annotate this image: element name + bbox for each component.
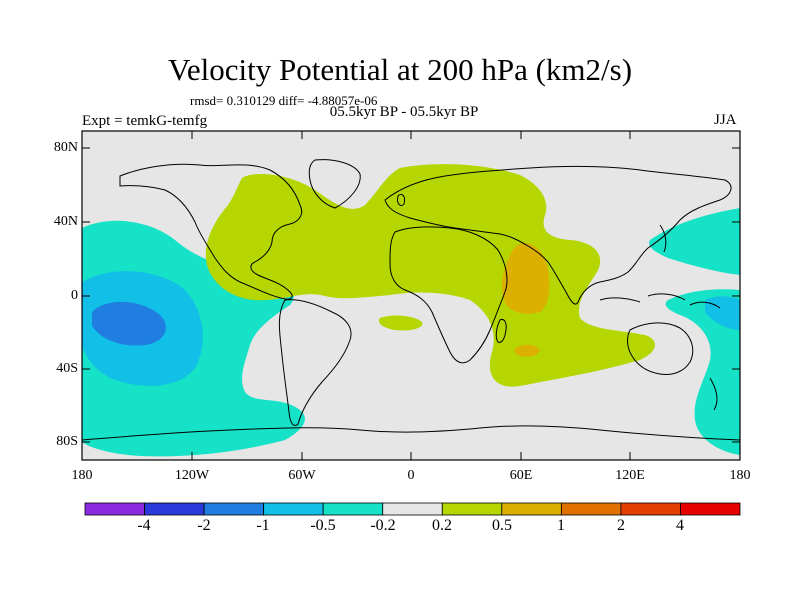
coastline-eurasia bbox=[384, 165, 732, 305]
west-pacific-negative-south bbox=[665, 289, 740, 455]
coastline-australia bbox=[627, 322, 694, 375]
season-label: JJA bbox=[714, 112, 737, 128]
lon-label-180e: 180 bbox=[729, 468, 751, 483]
lon-label-0: 0 bbox=[407, 468, 415, 483]
colorbar-swatch bbox=[84, 502, 145, 516]
colorbar-swatch bbox=[441, 502, 503, 516]
colorbar-label: 0.2 bbox=[432, 517, 452, 534]
colorbar-swatch bbox=[322, 502, 384, 516]
colorbar-label: 2 bbox=[617, 517, 625, 534]
map-field bbox=[82, 131, 740, 460]
colorbar-label: -0.5 bbox=[310, 517, 336, 534]
coastline-greenland bbox=[308, 159, 361, 209]
lat-label-0: 0 bbox=[71, 288, 78, 303]
colorbar-label: -1 bbox=[256, 517, 270, 534]
lat-label-40s: 40S bbox=[56, 361, 78, 376]
lat-label-80s: 80S bbox=[56, 434, 78, 449]
colorbar-swatch bbox=[382, 502, 443, 516]
coastline-new-zealand bbox=[709, 377, 718, 411]
west-pacific-negative-north bbox=[649, 208, 740, 275]
coastline-africa bbox=[389, 226, 508, 364]
lon-label-120w: 120W bbox=[174, 468, 210, 483]
colorbar-swatch bbox=[203, 502, 265, 516]
colorbar-swatch bbox=[501, 502, 562, 516]
coastline-madagascar bbox=[495, 319, 507, 343]
coastline-north-america bbox=[119, 163, 303, 300]
experiment-label: Expt = temkG-temfg bbox=[82, 113, 208, 129]
colorbar-label: 0.5 bbox=[492, 517, 512, 534]
madagascar-mid-positive bbox=[514, 344, 540, 357]
south-atlantic-positive bbox=[378, 315, 423, 331]
colorbar-swatch bbox=[620, 502, 681, 516]
colorbar-label: 4 bbox=[676, 517, 684, 534]
colorbar-label: -2 bbox=[197, 517, 211, 534]
period-label: 05.5kyr BP - 05.5kyr BP bbox=[329, 104, 479, 120]
coastline-antarctica bbox=[82, 425, 740, 441]
lat-label-40n: 40N bbox=[53, 214, 78, 229]
coastline-indonesia bbox=[599, 293, 721, 309]
lon-label-180w: 180 bbox=[71, 468, 93, 483]
coastline-uk bbox=[397, 193, 405, 207]
coastline-south-america bbox=[278, 299, 352, 426]
colorbar-swatch bbox=[263, 502, 324, 516]
coastline-japan bbox=[659, 224, 667, 253]
pacific-strong-negative bbox=[92, 301, 166, 346]
atlantic-africa-positive-region bbox=[205, 164, 656, 387]
lon-label-60e: 60E bbox=[509, 468, 533, 483]
lon-ticks bbox=[191, 131, 631, 460]
lon-label-120e: 120E bbox=[615, 468, 645, 483]
colorbar-swatch bbox=[680, 502, 741, 516]
colorbar bbox=[84, 502, 741, 516]
lat-label-80n: 80N bbox=[53, 140, 78, 155]
colorbar-label: 1 bbox=[557, 517, 565, 534]
lat-ticks bbox=[82, 147, 740, 443]
plot-title: Velocity Potential at 200 hPa (km2/s) bbox=[167, 52, 633, 87]
colorbar-label: -0.2 bbox=[370, 517, 396, 534]
colorbar-label: -4 bbox=[137, 517, 151, 534]
lon-label-60w: 60W bbox=[288, 468, 316, 483]
colorbar-swatch bbox=[560, 502, 622, 516]
indian-ocean-mid-positive bbox=[501, 242, 550, 314]
colorbar-swatch bbox=[144, 502, 205, 516]
stats-label: rmsd= 0.310129 diff= -4.88057e-06 bbox=[190, 93, 378, 108]
coastlines bbox=[82, 159, 740, 441]
